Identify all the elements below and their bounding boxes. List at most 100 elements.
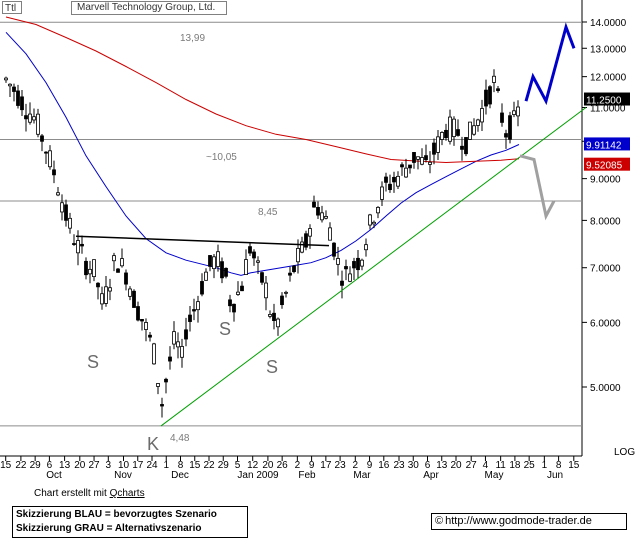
candle-body — [136, 306, 140, 321]
candle-body — [508, 115, 512, 140]
candle-body — [492, 75, 496, 83]
x-day-label-13: 15 — [189, 460, 201, 471]
candle-body — [452, 118, 456, 138]
candle-body — [436, 136, 440, 153]
x-day-label-29: 6 — [425, 460, 431, 471]
x-day-label-39: 15 — [568, 460, 580, 471]
candle-body — [352, 261, 356, 269]
candle-body — [152, 343, 156, 365]
candle-body — [168, 356, 172, 362]
candle-body — [412, 152, 416, 163]
candle-body — [320, 212, 324, 221]
level-label-13-99: 13,99 — [180, 33, 205, 44]
candle-body — [364, 244, 368, 251]
chart-credit: Chart erstellt mit Qcharts — [34, 488, 145, 499]
candle-body — [120, 258, 124, 267]
x-day-label-26: 16 — [378, 460, 390, 471]
candle-body — [288, 272, 292, 276]
candle-body — [348, 273, 352, 282]
x-day-label-11: 1 — [163, 460, 169, 471]
x-day-label-0: 15 — [0, 460, 12, 471]
candle-body — [264, 282, 268, 299]
candle-body — [32, 116, 36, 121]
candle-body — [208, 255, 212, 267]
candle-body — [332, 242, 336, 257]
candle-body — [212, 256, 216, 270]
candle-body — [384, 176, 388, 183]
candle-body — [504, 133, 508, 138]
candle-body — [368, 214, 372, 226]
x-day-label-25: 9 — [367, 460, 373, 471]
ttl-box: Ttl — [2, 1, 22, 14]
candle-body — [516, 106, 520, 117]
qcharts-link[interactable]: Qcharts — [109, 488, 145, 499]
candle-body — [24, 115, 28, 120]
candles — [4, 69, 520, 418]
x-day-label-8: 10 — [118, 460, 130, 471]
candle-body — [280, 295, 284, 306]
y-tick-label-7: 7.0000 — [590, 264, 621, 275]
x-day-label-31: 20 — [450, 460, 462, 471]
x-day-label-4: 13 — [59, 460, 71, 471]
candle-body — [80, 243, 84, 247]
x-day-label-6: 27 — [88, 460, 100, 471]
candle-body — [172, 331, 176, 345]
candle-body — [388, 183, 392, 191]
x-month-label-8: Jun — [547, 470, 563, 481]
scenario-sketches — [519, 22, 576, 221]
candle-body — [356, 257, 360, 271]
candle-body — [484, 89, 488, 107]
candle-body — [440, 132, 444, 140]
candle-body — [468, 121, 472, 140]
candle-body — [56, 192, 60, 196]
x-day-label-9: 17 — [132, 460, 144, 471]
candle-body — [420, 157, 424, 165]
candle-body — [96, 282, 100, 288]
credit-prefix: Chart erstellt mit — [34, 488, 110, 499]
candle-body — [340, 280, 344, 286]
x-day-label-21: 9 — [309, 460, 315, 471]
candle-body — [88, 268, 92, 275]
price-label-1: 9.91142 — [586, 140, 622, 151]
candle-body — [132, 290, 136, 308]
url-box[interactable]: © http://www.godmode-trader.de — [431, 513, 627, 530]
price-label-bg-1 — [584, 137, 630, 151]
candle-body — [284, 291, 288, 294]
candle-body — [204, 271, 208, 281]
candle-body — [12, 86, 16, 92]
candle-body — [124, 272, 128, 285]
candle-body — [472, 125, 476, 135]
candle-body — [392, 176, 396, 183]
candle-body — [296, 247, 300, 263]
x-day-label-34: 11 — [495, 460, 506, 471]
price-label-0: 11.2500 — [586, 96, 622, 107]
candle-body — [316, 207, 320, 216]
x-day-label-33: 4 — [483, 460, 489, 471]
candle-body — [84, 260, 88, 276]
candle-body — [248, 246, 252, 254]
price-label-bg-0 — [584, 92, 630, 106]
price-labels: 11.2500 9.91142 9.52085 — [584, 92, 630, 172]
x-day-label-20: 2 — [295, 460, 301, 471]
candle-body — [460, 145, 464, 150]
x-month-label-0: Oct — [46, 470, 62, 481]
x-day-label-28: 30 — [408, 460, 420, 471]
candle-body — [176, 341, 180, 348]
candle-body — [164, 378, 168, 383]
candle-body — [108, 287, 112, 292]
candle-body — [116, 268, 120, 273]
x-month-label-3: Jan 2009 — [237, 470, 279, 481]
candle-body — [128, 288, 132, 297]
level-label-8-45: 8,45 — [258, 207, 278, 218]
candle-body — [308, 228, 312, 237]
candle-body — [300, 241, 304, 253]
x-month-label-1: Nov — [114, 470, 132, 481]
x-day-label-14: 22 — [203, 460, 215, 471]
candle-body — [464, 137, 468, 155]
candle-body — [372, 221, 376, 225]
x-day-label-5: 20 — [74, 460, 86, 471]
candle-body — [40, 135, 44, 142]
x-day-label-24: 2 — [353, 460, 359, 471]
candle-body — [112, 255, 116, 262]
